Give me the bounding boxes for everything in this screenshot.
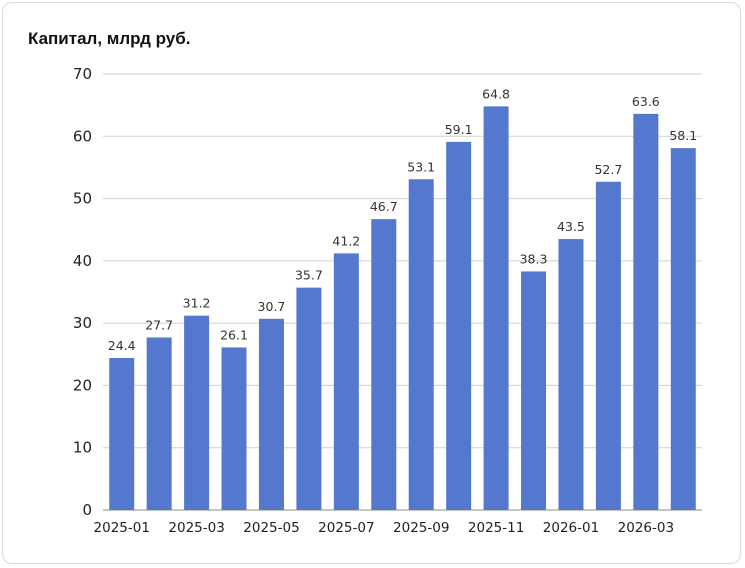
bar-2026-04 [670,148,696,510]
y-tick-label: 30 [73,314,92,332]
x-tick-label: 2025-07 [318,520,374,536]
y-tick-label: 50 [73,190,92,208]
y-tick-label: 0 [82,501,92,519]
y-tick-label: 60 [73,127,92,145]
x-tick-label: 2026-01 [543,520,599,536]
x-tick-label: 2025-01 [94,520,150,536]
bar-value-label: 58.1 [669,128,697,143]
bar-2025-04 [221,347,247,510]
bar-2025-01 [109,358,135,510]
x-tick-label: 2025-09 [393,520,449,536]
bar-value-label: 52.7 [594,162,622,177]
bar-2026-03 [633,113,659,510]
x-tick-label: 2025-11 [468,520,524,536]
bar-2025-08 [371,219,397,510]
y-tick-label: 10 [73,439,92,457]
bar-value-label: 31.2 [183,296,211,311]
bar-value-label: 27.7 [145,317,173,332]
bar-value-label: 41.2 [332,233,360,248]
bars [109,106,696,511]
bar-value-label: 64.8 [482,86,510,101]
bar-value-label: 38.3 [520,251,548,266]
bar-value-label: 43.5 [557,219,585,234]
bar-2025-02 [146,337,172,510]
x-tick-label: 2026-03 [618,520,674,536]
bar-2025-05 [258,318,284,510]
x-axis-ticks: 2025-01 2025-03 2025-05 2025-07 2025-09 2025-… [94,520,675,536]
bar-2025-06 [296,287,322,510]
bar-value-label: 59.1 [445,122,473,137]
chart-title: Капитал, млрд руб. [28,29,191,48]
data-labels: 24.4 27.7 31.2 26.1 30.7 35.7 41.2 46.7 53.1 59.1… [108,86,697,353]
bar-2025-09 [408,179,434,510]
bar-2025-10 [446,141,472,511]
bar-2025-12 [521,271,547,510]
bar-value-label: 63.6 [632,94,660,109]
x-tick-label: 2025-05 [243,520,299,536]
y-tick-label: 40 [73,252,92,270]
bar-value-label: 53.1 [407,159,435,174]
bar-2026-01 [558,239,584,511]
x-tick-label: 2025-03 [168,520,224,536]
bar-2025-11 [483,106,509,510]
bar-value-label: 35.7 [295,268,323,283]
y-axis-ticks: 0 10 20 30 40 50 60 70 [73,65,92,519]
bar-value-label: 30.7 [258,299,286,314]
bar-value-label: 24.4 [108,338,136,353]
bar-value-label: 46.7 [370,199,398,214]
bar-2026-02 [595,181,621,511]
bar-value-label: 26.1 [220,327,248,342]
y-tick-label: 20 [73,376,92,394]
y-tick-label: 70 [73,65,92,83]
bar-2025-03 [184,315,210,510]
bar-2025-07 [333,253,359,510]
